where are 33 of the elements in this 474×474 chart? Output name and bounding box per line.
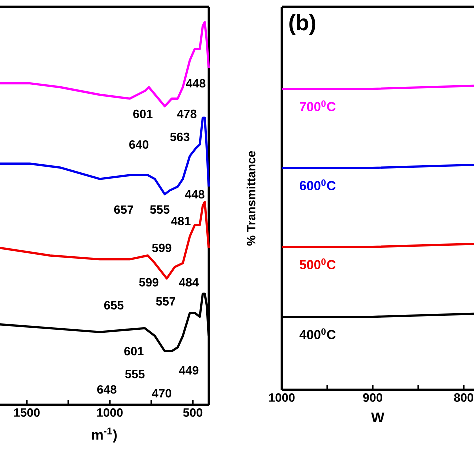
annotation: 655 [104,301,124,310]
annotation: 555 [150,206,170,214]
annotation: 555 [125,370,145,379]
series-label: 600$^{0}$C [300,180,336,190]
annotation: 599 [139,278,159,287]
annotation: 470 [152,389,172,398]
y-axis-title: % Transmittance [246,151,256,246]
annotation: 448 [185,190,205,199]
annotation: 478 [177,110,197,118]
x-tick-label: 500 [183,408,203,418]
series-label: 700$^{0}$C [300,100,336,112]
annotation: 449 [179,366,199,375]
annotation: 601 [124,347,144,356]
annotation: 599 [152,244,172,252]
annotation: 448 [186,79,206,88]
x-tick-label: 1000 [97,408,123,418]
series-label: 400$^{0}$C [300,328,336,340]
annotation: 640 [130,140,149,150]
x-tick-label: 900 [363,394,383,402]
annotation: 648 [98,385,117,394]
x-tick-label: 1000 [269,394,295,402]
x-tick-label: 1500 [14,408,40,418]
x-axis-title: W [371,412,385,423]
annotation: 484 [179,278,200,287]
annotation: 657 [114,206,134,214]
text: (b) [290,14,316,36]
series-label: 500$^{0}$C [300,258,336,270]
annotation: 601 [134,110,153,118]
x-axis-title: m$^{-1}$) [92,428,117,443]
x-tick-label: 800 [454,394,474,402]
annotation: 557 [156,297,176,306]
annotation: 481 [171,217,191,226]
annotation: 563 [170,132,190,142]
